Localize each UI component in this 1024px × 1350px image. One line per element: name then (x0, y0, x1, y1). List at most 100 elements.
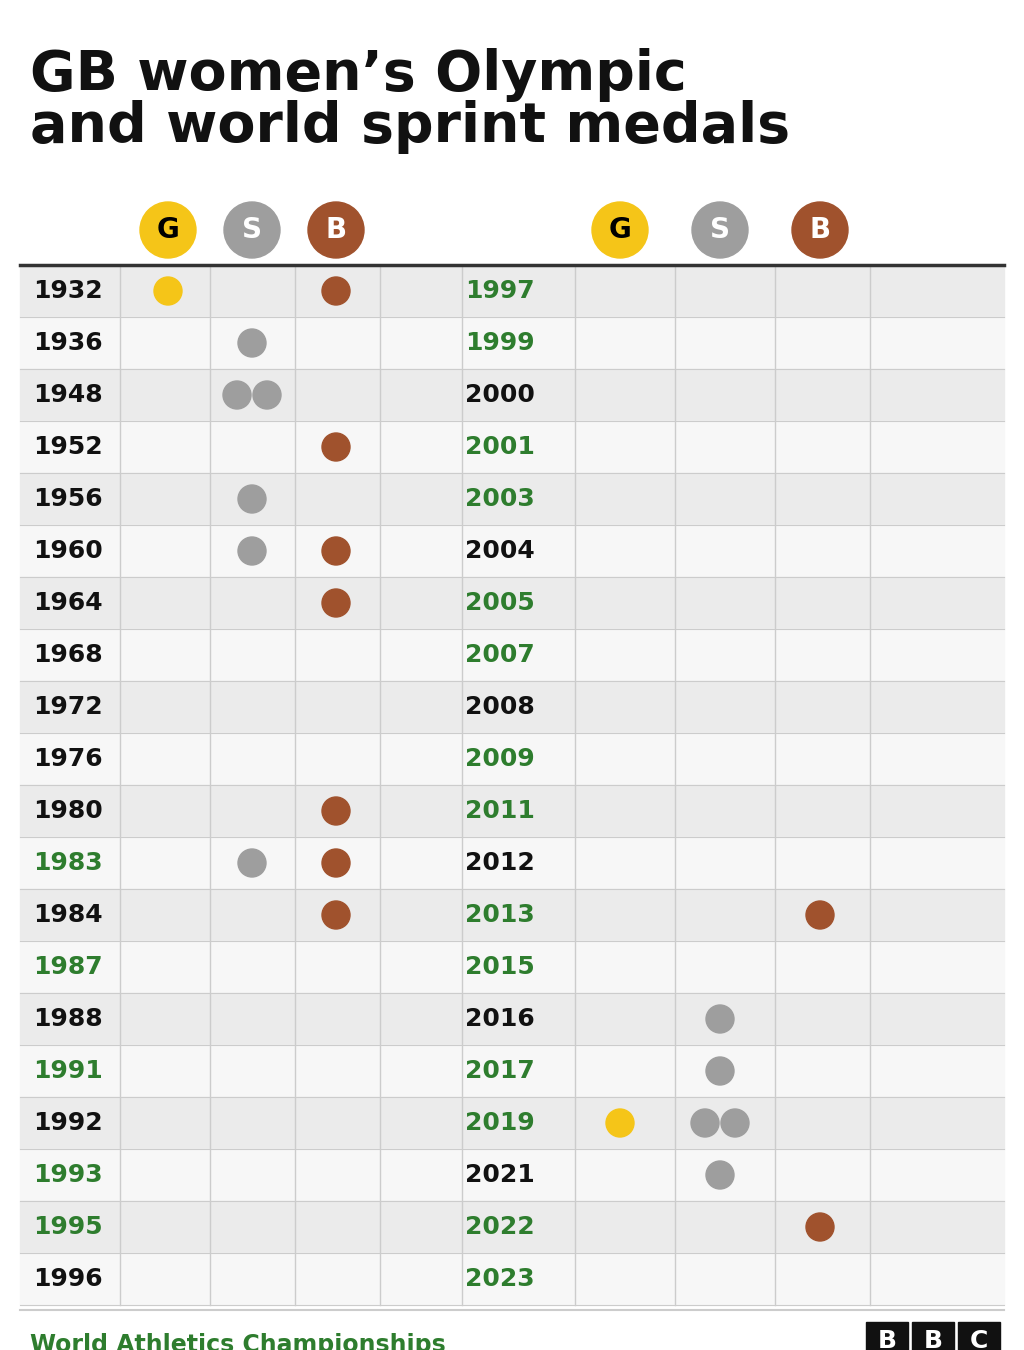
Text: 2001: 2001 (465, 435, 535, 459)
Bar (20, 472, 1004, 525)
Text: 1964: 1964 (33, 591, 102, 616)
Circle shape (308, 202, 364, 258)
Bar (20, 525, 1004, 576)
Bar (912, 1322, 954, 1350)
Circle shape (692, 202, 748, 258)
Bar (20, 369, 1004, 421)
Text: GB women’s Olympic: GB women’s Olympic (30, 49, 687, 103)
Circle shape (322, 589, 350, 617)
Text: B: B (326, 216, 346, 244)
Text: 2003: 2003 (465, 487, 535, 512)
Bar (20, 680, 1004, 733)
Bar (20, 576, 1004, 629)
Text: 2009: 2009 (465, 747, 535, 771)
Circle shape (606, 1108, 634, 1137)
Text: S: S (242, 216, 262, 244)
Text: 1980: 1980 (33, 799, 102, 824)
Text: 1956: 1956 (33, 487, 102, 512)
Circle shape (592, 202, 648, 258)
Circle shape (140, 202, 196, 258)
Circle shape (706, 1161, 734, 1189)
Text: 1992: 1992 (33, 1111, 102, 1135)
Circle shape (322, 796, 350, 825)
Circle shape (224, 202, 280, 258)
Text: 1987: 1987 (33, 954, 102, 979)
Text: 1988: 1988 (33, 1007, 102, 1031)
Bar (20, 784, 1004, 837)
Text: 1948: 1948 (33, 383, 102, 406)
Circle shape (806, 900, 834, 929)
Text: 2015: 2015 (465, 954, 535, 979)
Text: 2000: 2000 (465, 383, 535, 406)
Text: 1991: 1991 (33, 1058, 102, 1083)
Bar (20, 733, 1004, 784)
Text: 1984: 1984 (33, 903, 102, 927)
Bar (20, 941, 1004, 994)
Text: 1960: 1960 (33, 539, 102, 563)
Bar (20, 1149, 1004, 1202)
Text: 1996: 1996 (33, 1268, 102, 1291)
Text: 1993: 1993 (33, 1162, 102, 1187)
Text: 2021: 2021 (465, 1162, 535, 1187)
Text: B: B (924, 1328, 942, 1350)
Bar (20, 1045, 1004, 1098)
Bar (866, 1322, 908, 1350)
Circle shape (706, 1057, 734, 1085)
Text: 2016: 2016 (465, 1007, 535, 1031)
Bar (20, 890, 1004, 941)
Text: B: B (878, 1328, 896, 1350)
Text: 1999: 1999 (465, 331, 535, 355)
Circle shape (238, 485, 266, 513)
Text: 2005: 2005 (465, 591, 535, 616)
Text: 1936: 1936 (33, 331, 102, 355)
Text: B: B (809, 216, 830, 244)
Circle shape (322, 433, 350, 460)
Text: 1976: 1976 (33, 747, 102, 771)
Circle shape (792, 202, 848, 258)
Bar (20, 837, 1004, 890)
Circle shape (691, 1108, 719, 1137)
Text: 1952: 1952 (33, 435, 102, 459)
Bar (20, 421, 1004, 472)
Text: 2013: 2013 (465, 903, 535, 927)
Text: 2019: 2019 (465, 1111, 535, 1135)
Bar (20, 1253, 1004, 1305)
Text: 2007: 2007 (465, 643, 535, 667)
Text: 2008: 2008 (465, 695, 535, 720)
Text: 2004: 2004 (465, 539, 535, 563)
Text: 1983: 1983 (33, 850, 102, 875)
Circle shape (721, 1108, 749, 1137)
Text: C: C (970, 1328, 988, 1350)
Text: 1932: 1932 (33, 279, 102, 302)
Circle shape (806, 1214, 834, 1241)
Bar (20, 994, 1004, 1045)
Bar (20, 194, 1004, 265)
Text: 2022: 2022 (465, 1215, 535, 1239)
Bar (20, 265, 1004, 317)
Text: and world sprint medals: and world sprint medals (30, 100, 791, 154)
Text: 2017: 2017 (465, 1058, 535, 1083)
Text: S: S (710, 216, 730, 244)
Text: G: G (608, 216, 632, 244)
Bar (20, 629, 1004, 680)
Text: World Athletics Championships: World Athletics Championships (30, 1332, 445, 1350)
Circle shape (238, 329, 266, 356)
Circle shape (322, 900, 350, 929)
Circle shape (322, 277, 350, 305)
Text: 2011: 2011 (465, 799, 535, 824)
Circle shape (322, 537, 350, 566)
Text: 2023: 2023 (465, 1268, 535, 1291)
Bar (20, 1098, 1004, 1149)
Circle shape (322, 849, 350, 878)
Circle shape (706, 1004, 734, 1033)
Circle shape (154, 277, 182, 305)
Bar (20, 1202, 1004, 1253)
Text: 1968: 1968 (33, 643, 102, 667)
Bar (958, 1322, 1000, 1350)
Circle shape (223, 381, 251, 409)
Text: 1972: 1972 (33, 695, 102, 720)
Text: 1995: 1995 (33, 1215, 102, 1239)
Bar (20, 317, 1004, 369)
Circle shape (238, 537, 266, 566)
Circle shape (253, 381, 281, 409)
